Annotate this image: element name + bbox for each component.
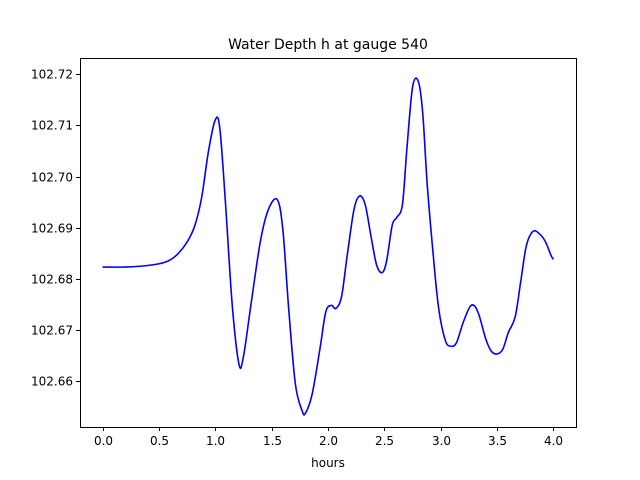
chart-title: Water Depth h at gauge 540 xyxy=(228,37,428,53)
x-axis-label: hours xyxy=(311,456,345,470)
x-tick-label: 1.0 xyxy=(206,434,225,448)
y-tick-label: 102.70 xyxy=(31,171,73,185)
x-tick-label: 2.0 xyxy=(319,434,338,448)
y-tick-label: 102.72 xyxy=(31,68,73,82)
x-tick-label: 3.0 xyxy=(432,434,451,448)
plot-frame xyxy=(80,58,577,428)
y-tick-label: 102.66 xyxy=(31,375,73,389)
x-tick-label: 0.5 xyxy=(150,434,169,448)
y-tick-label: 102.67 xyxy=(31,324,73,338)
y-tick-label: 102.69 xyxy=(31,222,73,236)
series-line xyxy=(102,77,555,416)
y-axis: 102.66 102.67 102.68 102.69 102.70 102.71 102.… xyxy=(31,68,80,389)
plot-area xyxy=(102,77,555,416)
x-tick-label: 2.5 xyxy=(375,434,394,448)
x-tick-label: 1.5 xyxy=(263,434,282,448)
x-tick-label: 3.5 xyxy=(488,434,507,448)
y-tick-label: 102.71 xyxy=(31,119,73,133)
y-tick-label: 102.68 xyxy=(31,273,73,287)
x-tick-label: 0.0 xyxy=(94,434,113,448)
x-tick-label: 4.0 xyxy=(544,434,563,448)
